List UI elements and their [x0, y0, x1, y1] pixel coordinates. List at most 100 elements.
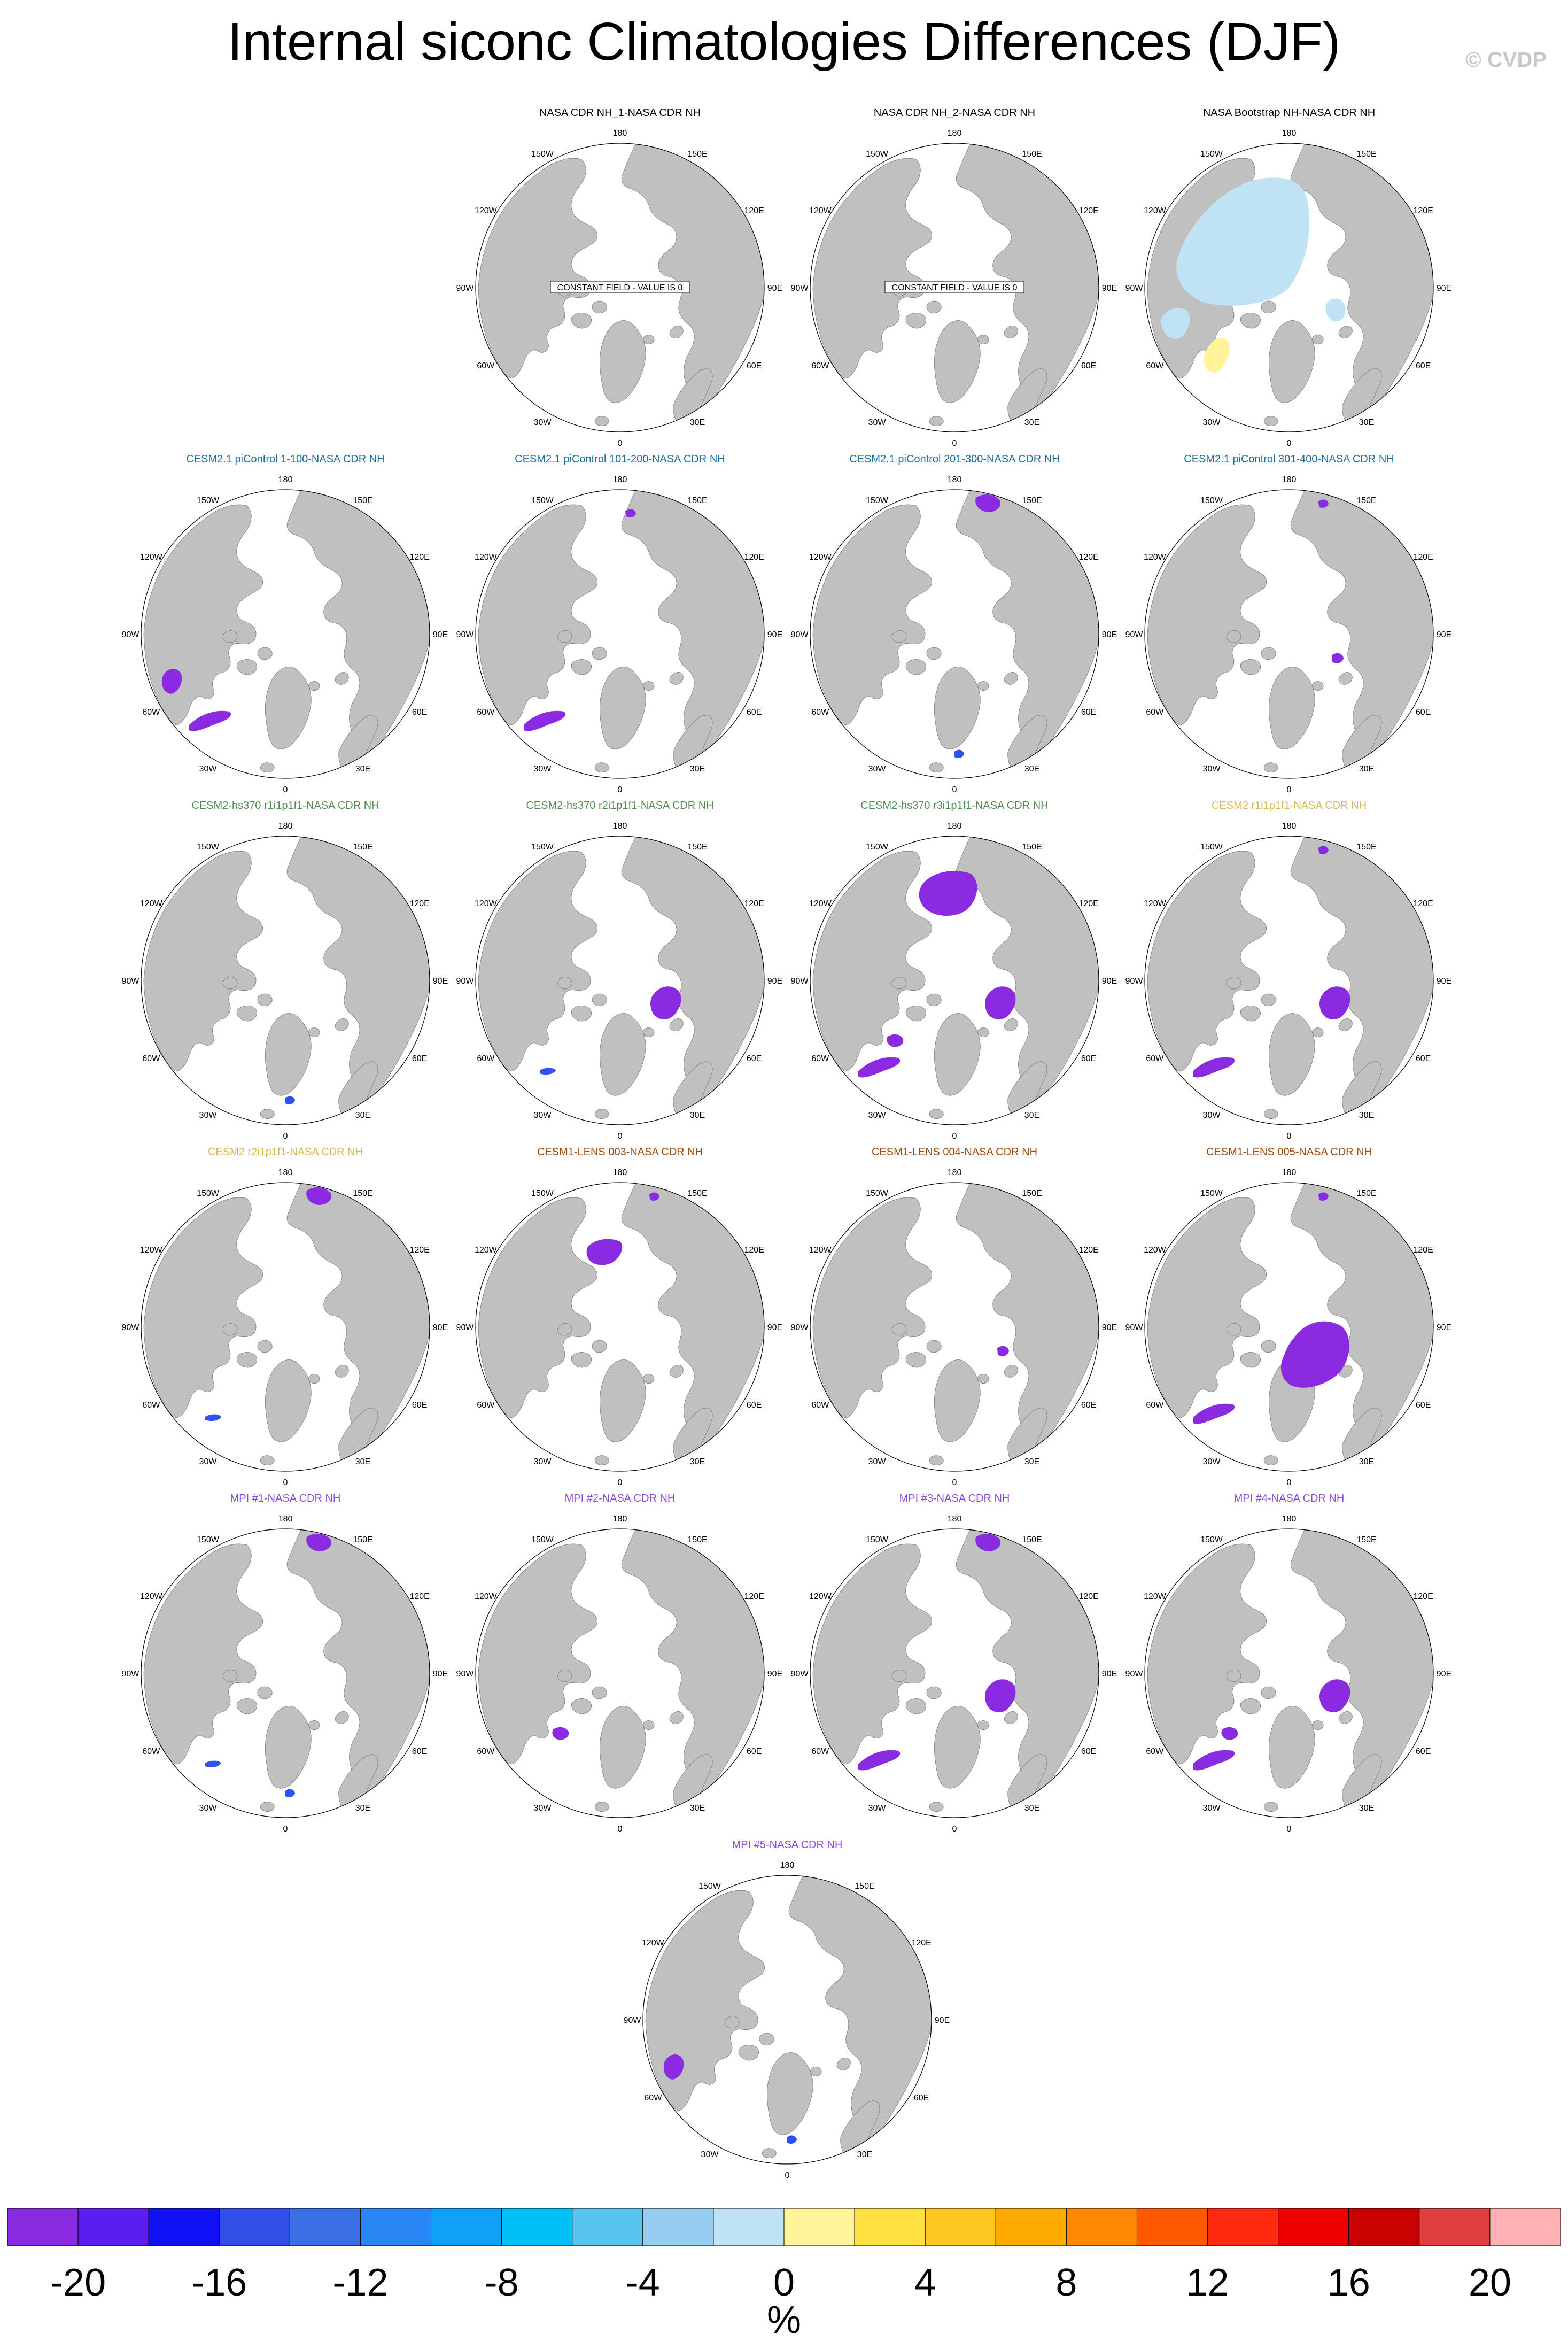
longitude-label: 150W [197, 496, 220, 505]
map-panel: MPI #1-NASA CDR NH 180 150E 120E 90E 60E 30E 0 3… [122, 1493, 448, 1835]
longitude-label: 90E [433, 630, 448, 639]
land-mass [669, 672, 684, 685]
map-border [1144, 489, 1434, 779]
longitude-label: 30E [857, 2150, 872, 2159]
anomaly-patch [887, 1034, 904, 1047]
land-mass [592, 300, 607, 314]
land-mass [335, 1018, 349, 1031]
colorbar-tick-label: -16 [191, 2261, 247, 2304]
longitude-label: 120E [1078, 1246, 1098, 1255]
longitude-label: 150W [1200, 1535, 1223, 1544]
longitude-label: 150W [531, 150, 554, 159]
land-mass [977, 681, 989, 691]
polar-map: 180 150E 120E 90E 60E 30E 0 30W 60W 90W 120W 150W [456, 475, 783, 794]
longitude-label: 0 [785, 2171, 790, 2180]
longitude-label: 150W [1200, 1189, 1223, 1198]
land-mass [977, 1027, 989, 1037]
longitude-label: 120E [1078, 899, 1098, 908]
colorbar-swatch [289, 2208, 361, 2246]
anomaly-patch [189, 710, 231, 731]
land-mass [934, 320, 981, 403]
land-mass [891, 977, 907, 990]
map-border [810, 1182, 1099, 1472]
longitude-label: 0 [1287, 1478, 1292, 1487]
longitude-label: 90E [767, 977, 782, 986]
anomaly-patch [161, 668, 182, 694]
land-mass [265, 1706, 312, 1789]
longitude-label: 120W [475, 1592, 498, 1601]
longitude-label: 30E [690, 1111, 705, 1120]
anomaly-patch [306, 1187, 332, 1205]
longitude-label: 180 [278, 822, 293, 831]
land-mass [810, 2067, 822, 2076]
colorbar-swatch [642, 2208, 714, 2246]
longitude-label: 60W [477, 708, 495, 717]
land-mass [891, 630, 907, 643]
longitude-label: 120W [642, 1938, 665, 1948]
longitude-label: 60E [747, 361, 762, 370]
land-mass [265, 1359, 312, 1442]
anomaly-patch [1318, 1192, 1329, 1201]
longitude-label: 0 [1287, 1132, 1292, 1141]
anomaly-patch [1318, 846, 1329, 854]
longitude-label: 90E [767, 1670, 782, 1679]
longitude-label: 30E [355, 1111, 370, 1120]
longitude-label: 180 [278, 1515, 293, 1524]
longitude-label: 0 [618, 1825, 623, 1834]
map-border [810, 836, 1099, 1125]
land-mass [236, 659, 257, 675]
longitude-label: 0 [283, 785, 288, 794]
longitude-label: 30E [1359, 1111, 1374, 1120]
longitude-label: 90W [791, 284, 809, 293]
map-panel: MPI #2-NASA CDR NH 180 150E 120E 90E 60E 30E 0 3… [456, 1493, 783, 1835]
anomaly-patch [306, 1533, 332, 1551]
land-mass [308, 681, 320, 691]
colorbar-swatch [1419, 2208, 1491, 2246]
longitude-label: 30W [534, 1804, 552, 1813]
longitude-label: 30E [355, 1804, 370, 1813]
colorbar-swatch [1278, 2208, 1349, 2246]
longitude-label: 120E [409, 899, 429, 908]
longitude-label: 60E [1416, 708, 1431, 717]
land-mass [592, 993, 607, 1007]
land-mass [557, 977, 572, 990]
longitude-label: 90E [1102, 630, 1117, 639]
longitude-label: 150E [687, 843, 707, 852]
land-mass [929, 762, 944, 772]
longitude-label: 150W [197, 1189, 220, 1198]
longitude-label: 90W [456, 977, 475, 986]
land-mass [257, 993, 273, 1007]
land-mass [600, 1359, 646, 1442]
longitude-label: 60E [1416, 1401, 1431, 1410]
colorbar-swatch [1066, 2208, 1137, 2246]
anomaly-patch [285, 1789, 295, 1797]
land-mass [260, 1802, 275, 1812]
longitude-label: 60E [1081, 361, 1096, 370]
land-mass [929, 1455, 944, 1465]
land-mass [724, 2016, 740, 2029]
longitude-label: 0 [283, 1478, 288, 1487]
longitude-label: 120E [1413, 1246, 1433, 1255]
polar-map: 180 150E 120E 90E 60E 30E 0 30W 60W 90W 120W 150W [1125, 1168, 1452, 1487]
land-mass [1261, 1340, 1276, 1353]
map-border [141, 1528, 430, 1818]
land-mass [934, 1359, 981, 1442]
panel-title: CESM2-hs370 r2i1p1f1-NASA CDR NH [526, 800, 714, 812]
land-mass [600, 320, 646, 403]
longitude-label: 90E [1437, 284, 1451, 293]
anomaly-patch [985, 986, 1016, 1019]
longitude-label: 90E [433, 1670, 448, 1679]
longitude-label: 30W [199, 1804, 218, 1813]
colorbar-swatch [713, 2208, 785, 2246]
longitude-label: 150E [1022, 843, 1042, 852]
longitude-label: 90E [1437, 1323, 1451, 1332]
longitude-label: 180 [613, 1515, 627, 1524]
colorbar [7, 2208, 1561, 2246]
land-mass [1312, 1027, 1324, 1037]
longitude-label: 30W [868, 764, 887, 774]
map-border [1144, 1182, 1434, 1472]
longitude-label: 30W [868, 1804, 887, 1813]
longitude-label: 60W [142, 1401, 160, 1410]
land-mass [592, 647, 607, 660]
land-mass [222, 1670, 238, 1682]
